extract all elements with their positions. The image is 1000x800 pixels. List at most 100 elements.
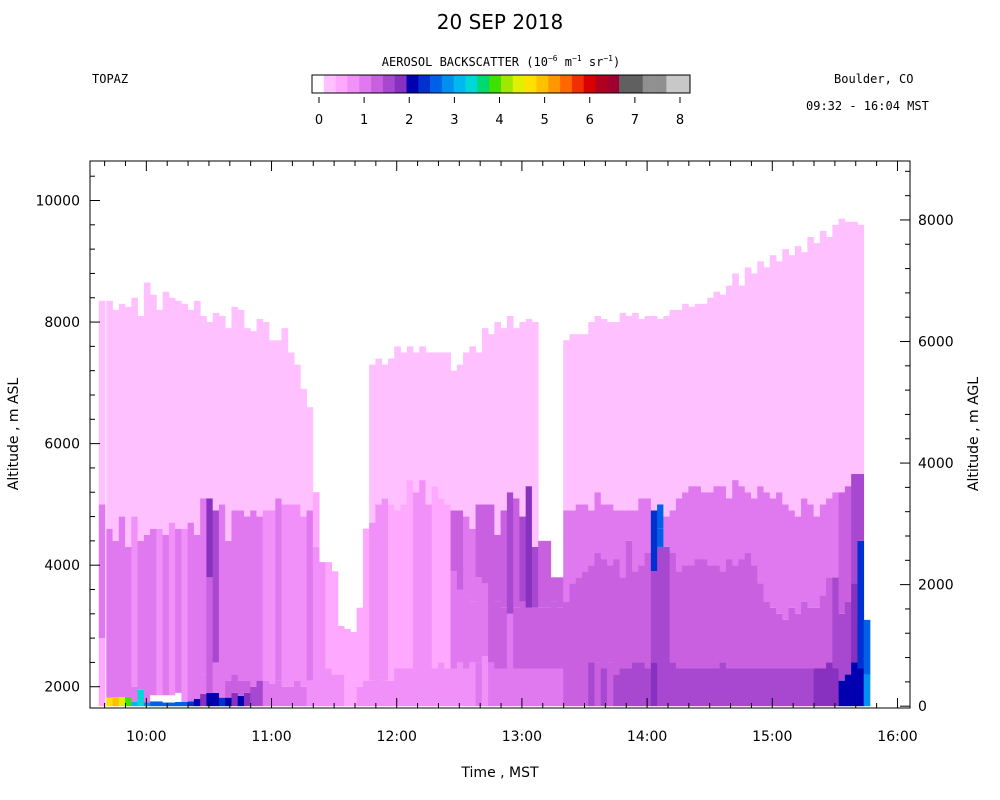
heatmap-cell xyxy=(350,680,358,707)
heatmap-cell xyxy=(243,516,251,681)
heatmap-cell xyxy=(713,668,721,707)
heatmap-cell xyxy=(218,697,226,707)
heatmap-cell xyxy=(519,322,527,517)
heatmap-cell xyxy=(725,285,733,499)
x-axis-label: Time , MST xyxy=(460,765,539,781)
heatmap-cell xyxy=(769,498,777,608)
heatmap-cell xyxy=(751,273,758,499)
heatmap-cell xyxy=(588,565,595,663)
heatmap-cell xyxy=(776,668,783,707)
heatmap-cell xyxy=(688,306,696,487)
colorbar-tick-label: 1 xyxy=(360,113,368,128)
heatmap-cell xyxy=(519,668,527,707)
colorbar-swatch xyxy=(382,75,395,93)
heatmap-cell xyxy=(657,546,664,669)
heatmap-cell xyxy=(657,504,664,529)
heatmap-cell xyxy=(794,516,802,614)
heatmap-cell xyxy=(256,319,264,517)
heatmap-cell xyxy=(669,510,677,554)
x-tick-label: 15:00 xyxy=(752,729,792,745)
x-tick-label: 10:00 xyxy=(126,729,166,745)
heatmap-cell xyxy=(400,352,408,505)
heatmap-cell xyxy=(269,510,276,684)
heatmap-cell xyxy=(556,607,564,669)
plot-frame xyxy=(89,160,911,709)
y-left-tick-label: 6000 xyxy=(44,437,80,453)
colorbar-swatch xyxy=(512,75,525,93)
heatmap-cell xyxy=(682,668,689,707)
heatmap-cell xyxy=(150,294,157,529)
heatmap-cell xyxy=(757,486,764,584)
heatmap-cell xyxy=(406,480,414,669)
heatmap-cell xyxy=(488,589,495,663)
heatmap-cell xyxy=(450,668,458,707)
heatmap-cell xyxy=(162,695,170,703)
heatmap-cell xyxy=(275,498,282,681)
heatmap-cell xyxy=(469,601,476,663)
heatmap-cell xyxy=(112,540,120,698)
heatmap-cell xyxy=(494,322,502,535)
heatmap-cell xyxy=(575,334,583,505)
heatmap-cell xyxy=(262,510,270,681)
instrument-label: TOPAZ xyxy=(92,72,129,86)
heatmap-cell xyxy=(844,601,852,675)
heatmap-cell xyxy=(826,577,833,663)
heatmap-cell xyxy=(763,601,771,669)
colorbar-tick-label: 0 xyxy=(315,113,323,128)
heatmap-cell xyxy=(675,668,683,707)
heatmap-cell xyxy=(851,583,858,663)
heatmap-cell xyxy=(531,322,539,547)
heatmap-cell xyxy=(600,504,608,560)
heatmap-cell xyxy=(657,528,664,547)
heatmap-cell xyxy=(575,668,583,707)
colorbar-title-mid-2: sr xyxy=(581,55,604,69)
heatmap-cell xyxy=(857,668,865,707)
colorbar-tick-label: 2 xyxy=(405,113,413,128)
heatmap-cell xyxy=(707,492,714,566)
heatmap-cell xyxy=(682,303,689,493)
heatmap-cell xyxy=(675,309,683,499)
heatmap-cell xyxy=(225,540,232,681)
heatmap-cell xyxy=(394,510,401,669)
heatmap-cell xyxy=(438,662,445,707)
heatmap-cell xyxy=(663,516,671,547)
heatmap-cell xyxy=(212,692,220,707)
heatmap-cell xyxy=(331,674,339,707)
heatmap-cell xyxy=(425,504,433,669)
heatmap-cell xyxy=(181,701,189,707)
heatmap-cell xyxy=(431,668,439,707)
heatmap-cell xyxy=(231,674,239,693)
heatmap-cell xyxy=(538,540,545,608)
heatmap-cell xyxy=(475,352,483,505)
heatmap-cell xyxy=(450,571,458,669)
heatmap-cell xyxy=(294,680,301,707)
heatmap-cell xyxy=(544,607,552,669)
heatmap-cell xyxy=(688,668,696,707)
heatmap-cell xyxy=(832,577,840,669)
colorbar-swatch xyxy=(560,75,573,93)
heatmap-cell xyxy=(387,358,395,505)
colorbar-swatch xyxy=(654,75,667,93)
heatmap-cell xyxy=(525,486,533,608)
heatmap-cell xyxy=(143,282,151,535)
heatmap-cell xyxy=(294,364,301,505)
heatmap-cell xyxy=(150,695,157,702)
heatmap-cell xyxy=(638,565,645,663)
heatmap-cell xyxy=(713,291,721,487)
heatmap-cell xyxy=(419,674,426,707)
heatmap-cell xyxy=(519,516,527,602)
heatmap-cell xyxy=(769,255,777,499)
heatmap-cell xyxy=(456,589,464,663)
heatmap-cell xyxy=(776,613,783,669)
heatmap-cell xyxy=(98,300,106,505)
heatmap-cell xyxy=(131,701,138,707)
heatmap-cell xyxy=(168,522,176,696)
heatmap-cell xyxy=(700,668,708,707)
heatmap-cell xyxy=(525,668,533,707)
heatmap-cell xyxy=(381,680,389,707)
x-tick-label: 16:00 xyxy=(877,729,917,745)
heatmap-cell xyxy=(175,692,182,702)
heatmap-cell xyxy=(481,656,489,707)
heatmap-cell xyxy=(300,686,307,707)
heatmap-cell xyxy=(844,486,852,602)
